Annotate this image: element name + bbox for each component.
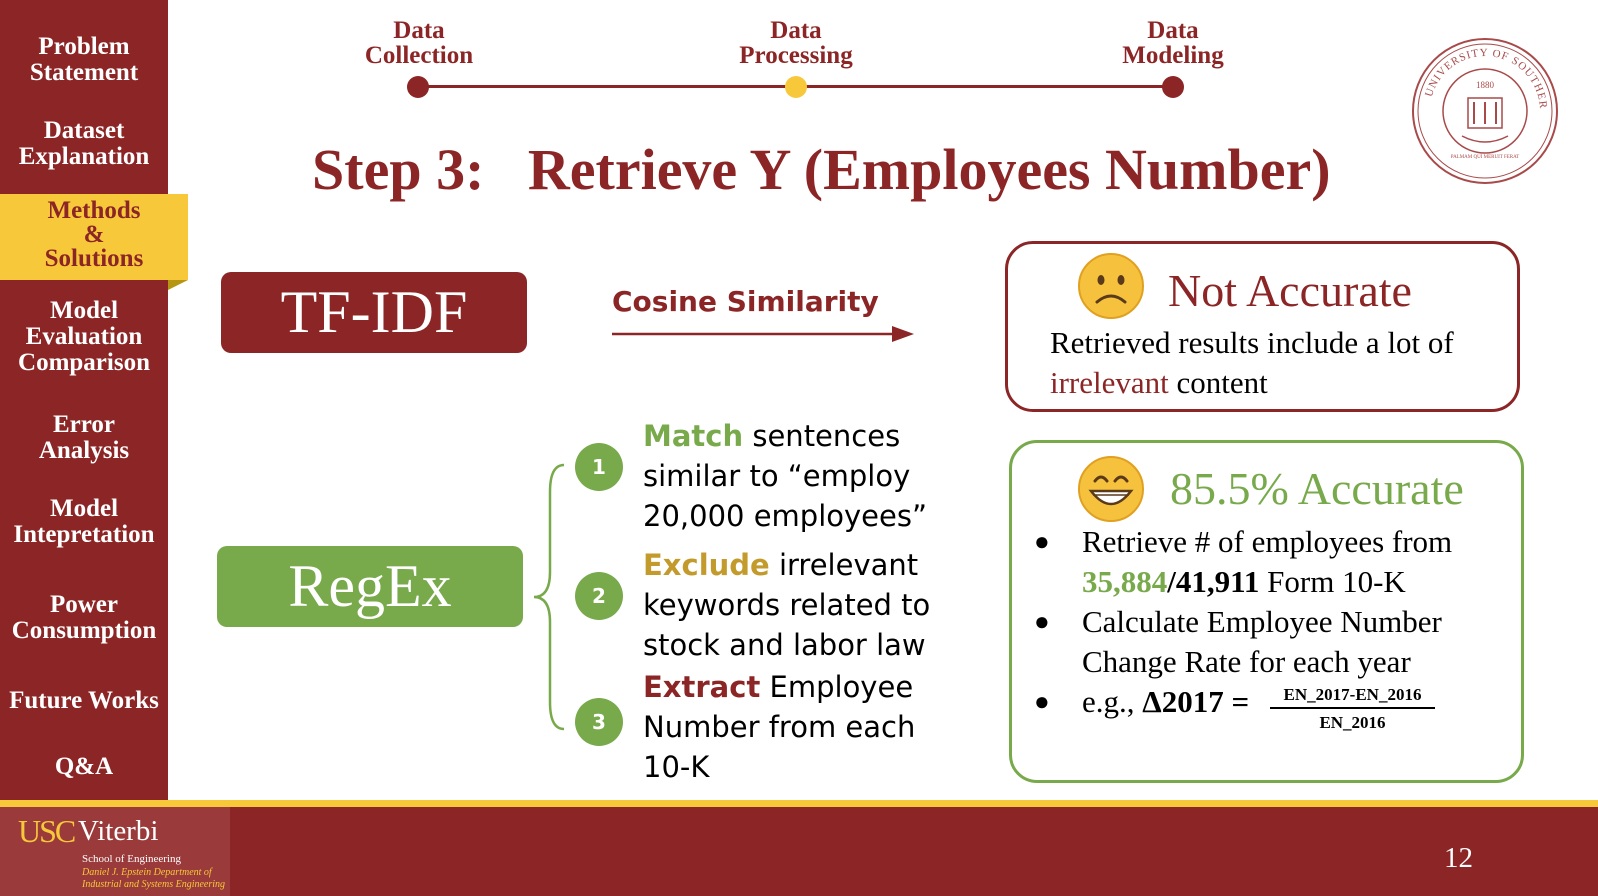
slide-title: Step 3: Retrieve Y (Employees Number)	[312, 137, 1331, 202]
bullet-2-line-1: Calculate Employee Number	[1082, 604, 1442, 639]
step-1-keyword: Match	[643, 419, 744, 453]
not-accurate-description: Retrieved results include a lot of irrel…	[1050, 325, 1454, 400]
step-2-text: Exclude irrelevant keywords related to s…	[643, 548, 931, 662]
formula-denominator: EN_2016	[1319, 713, 1386, 732]
sidebar-item-problem-statement[interactable]: Problem Statement	[29, 33, 139, 86]
right-arrow-icon	[612, 326, 914, 342]
formula-numerator: EN_2017-EN_2016	[1270, 683, 1435, 709]
footer-gold-strip	[0, 800, 1598, 807]
sidebar-item-model-evaluation[interactable]: Model Evaluation Comparison	[18, 297, 150, 376]
irrelevant-highlight: irrelevant	[1050, 365, 1169, 400]
seal-motto: PALMAM QUI MERUIT FERAT	[1451, 155, 1519, 160]
step-2-keyword: Exclude	[643, 548, 770, 582]
sidebar-item-dataset-explanation[interactable]: Dataset Explanation	[18, 117, 150, 170]
seal-year: 1880	[1476, 80, 1495, 90]
curly-brace	[533, 463, 565, 731]
step-3-keyword: Extract	[643, 670, 761, 704]
cosine-similarity-label: Cosine Similarity	[612, 285, 879, 318]
timeline-label-collection: Data Collection	[364, 17, 474, 69]
bullet-2-line-2: Change Rate for each year	[1082, 644, 1411, 679]
sidebar-item-model-interpretation[interactable]: Model Intepretation	[13, 495, 155, 548]
step-3-badge: 3	[575, 698, 623, 746]
bullet-dot: ●	[1034, 687, 1050, 716]
sidebar-item-error-analysis[interactable]: Error Analysis	[38, 411, 130, 464]
sidebar-item-methods-solutions[interactable]: Methods & Solutions	[0, 194, 188, 280]
sidebar: Problem Statement Dataset Explanation Me…	[0, 0, 188, 800]
step-1-badge: 1	[575, 443, 623, 491]
timeline-dot-modeling[interactable]	[1162, 76, 1184, 98]
step-1-text: Match sentences similar to “employ 20,00…	[643, 419, 927, 533]
usc-seal-icon: UNIVERSITY OF SOUTHERN CALIFORNIA 1880 P…	[1410, 36, 1558, 184]
not-accurate-title: Not Accurate	[1168, 265, 1412, 316]
sidebar-item-power-consumption[interactable]: Power Consumption	[11, 591, 157, 644]
bullet-dot: ●	[1034, 607, 1050, 636]
total-count: /41,911	[1167, 564, 1260, 599]
timeline-label-modeling: Data Modeling	[1122, 17, 1224, 69]
change-rate-formula: EN_2017-EN_2016 EN_2016	[1270, 683, 1435, 737]
step-3-text: Extract Employee Number from each 10-K	[643, 670, 916, 784]
sidebar-active-fold	[168, 280, 188, 290]
bullet-dot: ●	[1034, 527, 1050, 556]
tfidf-box: TF-IDF	[221, 272, 527, 353]
grinning-face-icon	[1078, 456, 1144, 522]
timeline-dot-collection[interactable]	[407, 76, 429, 98]
bullet-1-line-2: 35,884/41,911 Form 10-K	[1082, 564, 1406, 599]
sad-face-icon	[1078, 253, 1144, 319]
matched-count: 35,884	[1082, 564, 1168, 599]
delta-label: Δ2017 =	[1142, 684, 1250, 719]
step-2-badge: 2	[575, 572, 623, 620]
usc-viterbi-logo: USC Viterbi School of Engineering Daniel…	[0, 807, 230, 896]
bullet-3-line: e.g., Δ2017 =	[1082, 684, 1250, 719]
bullet-1-line-1: Retrieve # of employees from	[1082, 524, 1453, 559]
regex-box: RegEx	[217, 546, 523, 627]
timeline-label-processing: Data Processing	[739, 17, 853, 69]
sidebar-item-qa[interactable]: Q&A	[54, 753, 114, 780]
timeline-dot-processing[interactable]	[785, 76, 807, 98]
sidebar-item-future-works[interactable]: Future Works	[9, 687, 159, 714]
footer	[0, 807, 1598, 896]
accurate-title: 85.5% Accurate	[1170, 463, 1464, 514]
page-number: 12	[1444, 842, 1473, 874]
